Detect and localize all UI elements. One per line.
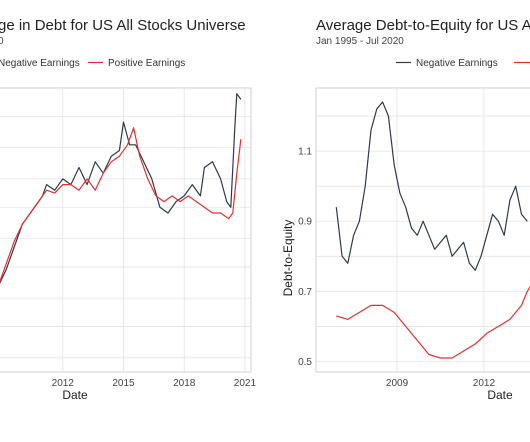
- right-y-axis-title: Debt-to-Equity: [281, 220, 295, 297]
- y-tick-label: 0.5: [298, 357, 312, 368]
- right-series-lines: [335, 101, 530, 359]
- left-series-lines: [0, 93, 242, 284]
- left-legend-positive-label: Positive Earnings: [108, 58, 185, 69]
- x-tick-label: 2018: [173, 378, 196, 389]
- left-x-axis-title: Date: [62, 388, 88, 402]
- left-gridlines: [0, 88, 251, 372]
- x-tick-label: 2012: [473, 378, 496, 389]
- right-chart-title: Average Debt-to-Equity for US A: [316, 17, 530, 34]
- series-line-negative-earnings: [0, 93, 242, 284]
- right-x-axis-title: Date: [487, 388, 513, 402]
- left-legend-negative-label: Negative Earnings: [0, 58, 80, 69]
- x-tick-label: 2021: [234, 378, 257, 389]
- right-x-axis-ticks: 2009201220: [386, 378, 496, 389]
- left-plot-panel: [0, 87, 252, 373]
- right-chart: Average Debt-to-Equity for US A Jan 1995…: [281, 17, 530, 402]
- left-x-axis-ticks: 2012 2015 2018 2021: [52, 378, 257, 389]
- right-gridlines: [316, 88, 530, 372]
- x-tick-label: 2012: [52, 378, 75, 389]
- x-tick-label: 2015: [112, 378, 135, 389]
- y-tick-label: 1.1: [298, 147, 312, 158]
- x-tick-label: 2009: [386, 378, 409, 389]
- series-line-positive-earnings: [336, 285, 530, 359]
- right-legend: Negative Earnings: [396, 58, 530, 69]
- right-chart-subtitle: Jan 1995 - Jul 2020: [316, 36, 404, 47]
- left-legend: Negative Earnings Positive Earnings: [0, 58, 185, 69]
- y-tick-label: 0.7: [298, 287, 312, 298]
- right-y-axis-ticks: 0.5 0.7 0.9 1.1: [298, 147, 312, 368]
- y-tick-label: 0.9: [298, 217, 312, 228]
- right-plot-panel: [315, 87, 530, 373]
- left-chart-title: ge in Debt for US All Stocks Universe: [0, 17, 246, 34]
- left-chart-subtitle: 0: [0, 36, 4, 47]
- series-line-negative-earnings: [335, 101, 528, 271]
- right-legend-negative-label: Negative Earnings: [416, 58, 498, 69]
- left-chart: ge in Debt for US All Stocks Universe 0 …: [0, 17, 256, 402]
- series-line-positive-earnings: [0, 127, 242, 283]
